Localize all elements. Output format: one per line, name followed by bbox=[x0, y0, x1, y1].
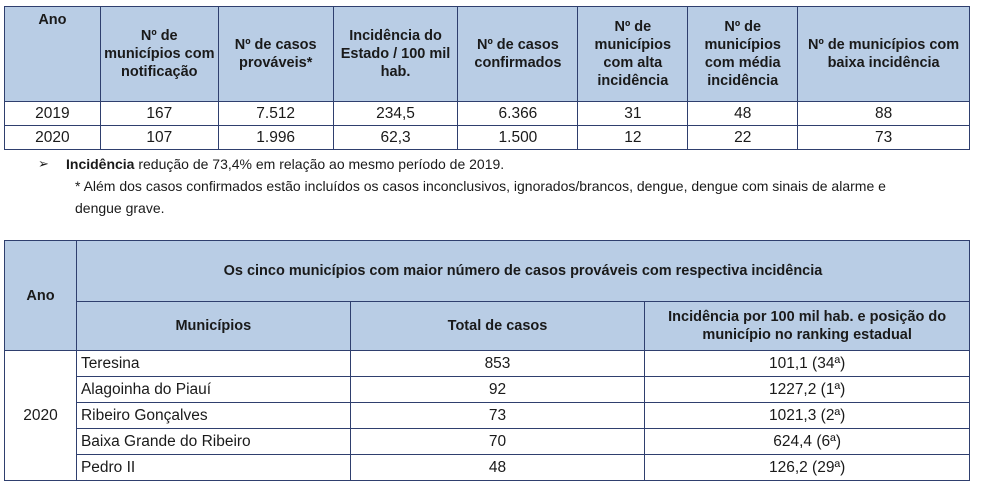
cell-incidencia: 126,2 (29ª) bbox=[644, 454, 970, 481]
cell-municipio: Teresina bbox=[75, 350, 351, 377]
header-casos-provaveis: Nº de casos prováveis* bbox=[217, 6, 334, 102]
cell-casos-provaveis: 1.996 bbox=[217, 125, 334, 150]
cell-incidencia: 62,3 bbox=[332, 125, 459, 150]
incidence-label: Incidência bbox=[66, 156, 135, 172]
cell-incidencia: 101,1 (34ª) bbox=[644, 350, 970, 377]
cell-municipios-notificacao: 167 bbox=[99, 101, 219, 126]
cell-casos-confirmados: 1.500 bbox=[457, 125, 579, 150]
cell-municipio: Alagoinha do Piauí bbox=[75, 376, 351, 403]
cell-municipio: Ribeiro Gonçalves bbox=[75, 402, 351, 429]
header-incidencia-estado: Incidência do Estado / 100 mil hab. bbox=[332, 6, 459, 102]
cell-alta: 12 bbox=[577, 125, 689, 150]
cell-total: 853 bbox=[349, 350, 646, 377]
cell-total: 70 bbox=[349, 428, 646, 455]
table-row: 2020 107 1.996 62,3 1.500 12 22 73 bbox=[4, 125, 970, 150]
cell-incidencia: 624,4 (6ª) bbox=[644, 428, 970, 455]
header-ano: Ano bbox=[4, 240, 77, 351]
footnote: * Além dos casos confirmados estão inclu… bbox=[75, 178, 886, 216]
header-municipios: Municípios bbox=[75, 301, 351, 351]
table-row: 2020 Teresina 853 101,1 (34ª) bbox=[4, 350, 970, 481]
header-media-incidencia: Nº de municípios com média incidência bbox=[687, 6, 799, 102]
table-row: 2019 167 7.512 234,5 6.366 31 48 88 bbox=[4, 101, 970, 126]
cell-incidencia: 1227,2 (1ª) bbox=[644, 376, 970, 403]
table-row: Baixa Grande do Ribeiro 70 624,4 (6ª) bbox=[5, 428, 970, 455]
cell-casos-provaveis: 7.512 bbox=[217, 101, 334, 126]
summary-table: Ano Nº de municípios com notificação Nº … bbox=[4, 6, 970, 150]
cell-municipio: Pedro II bbox=[75, 454, 351, 481]
table-row: Ribeiro Gonçalves 73 1021,3 (2ª) bbox=[5, 402, 970, 429]
header-baixa-incidencia: Nº de municípios com baixa incidência bbox=[797, 6, 970, 102]
top-municipios-table: Ano Os cinco municípios com maior número… bbox=[4, 240, 971, 481]
header-total-casos: Total de casos bbox=[349, 301, 646, 351]
cell-year: 2019 bbox=[4, 101, 101, 126]
incidence-note: ➢ Incidência redução de 73,4% em relação… bbox=[38, 153, 935, 175]
cell-total: 92 bbox=[349, 376, 646, 403]
cell-media: 48 bbox=[687, 101, 799, 126]
cell-total: 48 bbox=[349, 454, 646, 481]
header-municipios-notificacao: Nº de municípios com notificação bbox=[99, 6, 219, 102]
header-ano: Ano bbox=[4, 6, 101, 102]
summary-header-row: Ano Nº de municípios com notificação Nº … bbox=[4, 6, 970, 102]
cell-year: 2020 bbox=[4, 125, 101, 150]
cell-year: 2020 bbox=[4, 350, 77, 481]
cell-municipio: Baixa Grande do Ribeiro bbox=[75, 428, 351, 455]
cell-media: 22 bbox=[687, 125, 799, 150]
cell-incidencia: 234,5 bbox=[332, 101, 459, 126]
notes-block: ➢ Incidência redução de 73,4% em relação… bbox=[38, 153, 935, 219]
cell-baixa: 88 bbox=[797, 101, 970, 126]
table-row: Alagoinha do Piauí 92 1227,2 (1ª) bbox=[5, 376, 970, 403]
arrow-bullet-icon: ➢ bbox=[38, 156, 49, 171]
cell-alta: 31 bbox=[577, 101, 689, 126]
table-title: Os cinco municípios com maior número de … bbox=[75, 240, 971, 302]
cell-municipios-notificacao: 107 bbox=[99, 125, 219, 150]
cell-total: 73 bbox=[349, 402, 646, 429]
header-casos-confirmados: Nº de casos confirmados bbox=[457, 6, 579, 102]
incidence-text: redução de 73,4% em relação ao mesmo per… bbox=[134, 156, 505, 172]
title-row: Ano Os cinco municípios com maior número… bbox=[4, 240, 971, 351]
header-alta-incidencia: Nº de municípios com alta incidência bbox=[577, 6, 689, 102]
cell-incidencia: 1021,3 (2ª) bbox=[644, 402, 970, 429]
cell-casos-confirmados: 6.366 bbox=[457, 101, 579, 126]
table-row: Pedro II 48 126,2 (29ª) bbox=[5, 454, 970, 481]
subheader-row: Municípios Total de casos Incidência por… bbox=[5, 301, 970, 351]
header-incidencia-ranking: Incidência por 100 mil hab. e posição do… bbox=[644, 301, 970, 351]
cell-baixa: 73 bbox=[797, 125, 970, 150]
